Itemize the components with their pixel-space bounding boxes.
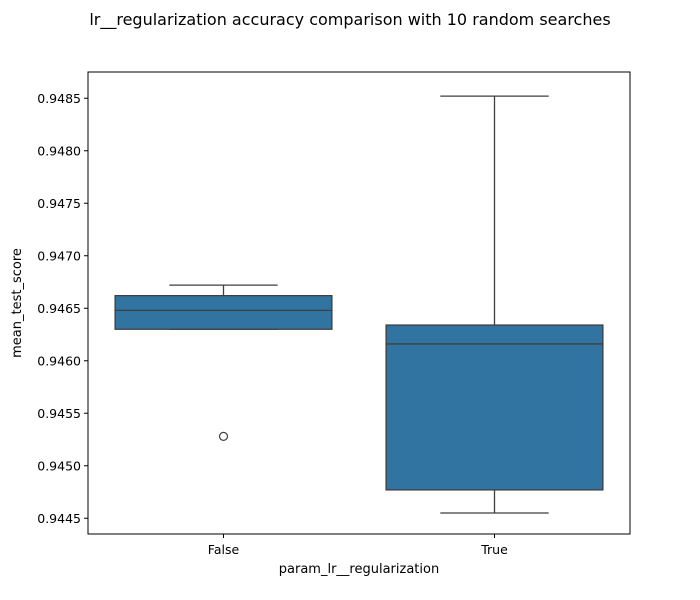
plot-area: [114, 95, 604, 514]
y-tick-label: 0.9485: [37, 91, 81, 106]
plot-frame: [87, 71, 631, 535]
outlier-point-false-0: [218, 431, 229, 441]
x-tick-label: True: [480, 542, 508, 557]
x-tick-label: False: [208, 542, 240, 557]
y-tick-label: 0.9455: [37, 406, 81, 421]
box-group-false: [114, 284, 333, 441]
y-tick-label: 0.9480: [37, 143, 81, 158]
x-axis: False True: [208, 534, 508, 557]
y-tick-label: 0.9450: [37, 458, 81, 473]
chart-title: lr__regularization accuracy comparison w…: [89, 10, 610, 30]
y-axis-label: mean_test_score: [10, 248, 25, 358]
y-tick-label: 0.9470: [37, 248, 81, 263]
box-true: [385, 324, 604, 491]
box-false: [114, 294, 333, 330]
y-tick-label: 0.9475: [37, 196, 81, 211]
y-tick-label: 0.9460: [37, 353, 81, 368]
box-group-true: [385, 95, 604, 514]
y-axis: 0.9445 0.9450 0.9455 0.9460 0.9465 0.9470 0.94…: [37, 91, 88, 526]
x-axis-label: param_lr__regularization: [279, 562, 439, 577]
y-tick-label: 0.9465: [37, 301, 81, 316]
y-tick-label: 0.9445: [37, 511, 81, 526]
